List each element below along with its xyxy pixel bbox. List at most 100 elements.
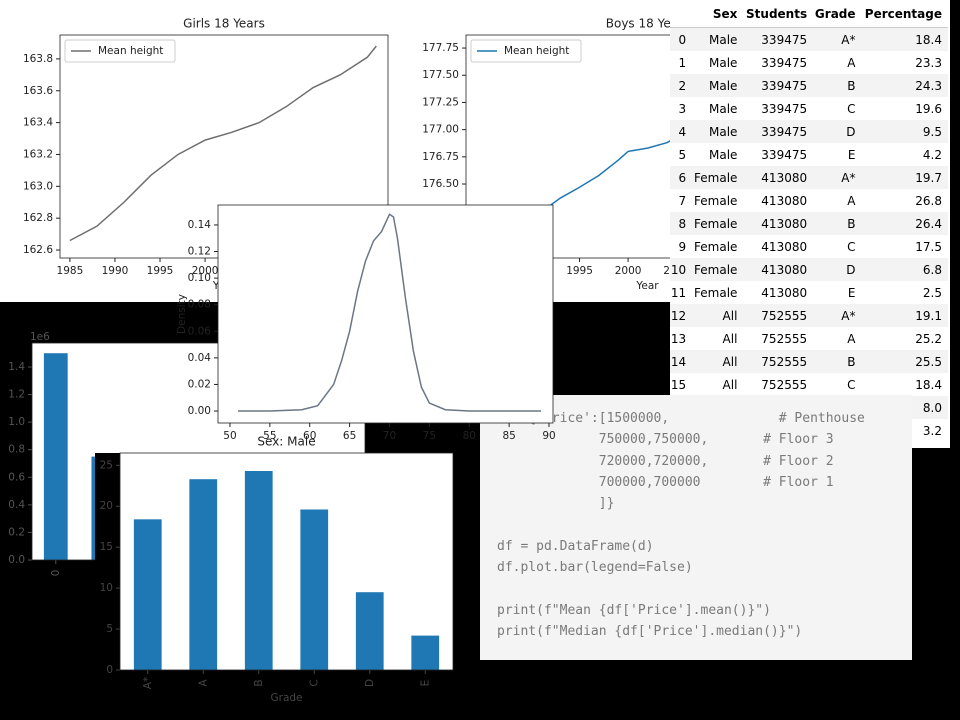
bar bbox=[133, 519, 162, 670]
table-cell: 19.7 bbox=[861, 166, 948, 189]
table-cell: 14 bbox=[670, 350, 693, 373]
y-tick-label: 176.50 bbox=[422, 178, 459, 190]
y-tick-label: 177.00 bbox=[422, 124, 459, 136]
table-cell: B bbox=[813, 74, 862, 97]
table-row: 7 Female 413080 A 26.8 bbox=[670, 189, 948, 212]
x-tick-label: B bbox=[253, 679, 265, 686]
y-tick-label: 5 bbox=[106, 623, 113, 635]
table-cell: 26.4 bbox=[861, 212, 948, 235]
table-cell: E bbox=[847, 147, 856, 162]
table-cell: E bbox=[847, 285, 856, 300]
table-cell: 413080 bbox=[743, 212, 814, 235]
legend-label: Mean height bbox=[98, 45, 163, 57]
table-cell: Male bbox=[708, 147, 738, 162]
table-cell: 413080 bbox=[761, 193, 808, 208]
y-tick-label: 1.2 bbox=[8, 389, 25, 401]
table-cell: A* bbox=[813, 27, 862, 51]
table-cell: 9 bbox=[678, 239, 687, 254]
table-cell: 752555 bbox=[761, 377, 808, 392]
table-cell: 23.3 bbox=[915, 55, 942, 70]
data-line bbox=[69, 45, 377, 242]
plot-marks bbox=[133, 471, 440, 670]
x-tick-label: 1985 bbox=[57, 265, 84, 277]
table-row: 12 All 752555 A* 19.1 bbox=[670, 304, 948, 327]
table-cell: 339475 bbox=[761, 55, 808, 70]
x-tick-label: 2000 bbox=[192, 265, 219, 277]
code-line: ]} bbox=[497, 496, 615, 512]
table-cell: 3 bbox=[678, 101, 687, 116]
y-tick-label: 0.08 bbox=[188, 299, 211, 311]
table-cell: 9.5 bbox=[861, 120, 948, 143]
table-row: 14 All 752555 B 25.5 bbox=[670, 350, 948, 373]
bar bbox=[411, 635, 440, 670]
plot-frame bbox=[119, 452, 454, 671]
table-cell: 15 bbox=[670, 377, 687, 392]
y-tick-label: 0 bbox=[106, 664, 113, 676]
x-tick-label: 50 bbox=[223, 430, 236, 442]
table-cell: 13 bbox=[670, 331, 687, 346]
table-row: 3 Male 339475 C 19.6 bbox=[670, 97, 948, 120]
table-cell: All bbox=[692, 350, 744, 373]
y-tick-label: 176.75 bbox=[422, 151, 459, 163]
y-tick-label: 25 bbox=[100, 459, 113, 471]
table-cell: 413080 bbox=[743, 166, 814, 189]
y-tick-label: 0.6 bbox=[8, 471, 25, 483]
table-row: 8 Female 413080 B 26.4 bbox=[670, 212, 948, 235]
table-cell: 19.6 bbox=[915, 101, 942, 116]
y-tick-label: 163.2 bbox=[23, 148, 53, 160]
chart-title: Boys 18 Years bbox=[606, 17, 689, 31]
y-axis-label: Density bbox=[176, 294, 188, 334]
table-row: 15 All 752555 C 18.4 bbox=[670, 373, 948, 396]
table-row: 9 Female 413080 C 17.5 bbox=[670, 235, 948, 258]
y-tick-label: 0.12 bbox=[188, 246, 211, 258]
x-tick-label: 2000 bbox=[615, 265, 642, 277]
y-tick-label: 177.75 bbox=[422, 42, 459, 54]
plot-frame bbox=[465, 34, 690, 259]
x-tick-label: D bbox=[364, 679, 376, 687]
data-table: Sex Students Grade Percentage 0 Male 339475 A* 1… bbox=[670, 0, 950, 448]
data-line bbox=[237, 213, 542, 412]
y-tick-label: 0.02 bbox=[188, 378, 211, 390]
chart-title: Girls 18 Years bbox=[183, 17, 265, 31]
y-tick-label: 0.04 bbox=[188, 352, 212, 364]
table-row: 1 Male 339475 A 23.3 bbox=[670, 51, 948, 74]
table-row: 13 All 752555 A 25.2 bbox=[670, 327, 948, 350]
table-row: 10 Female 413080 D 6.8 bbox=[670, 258, 948, 281]
header-row: Sex Students Grade Percentage bbox=[670, 0, 948, 28]
table-cell: Male bbox=[692, 120, 744, 143]
bar bbox=[189, 479, 218, 670]
x-tick-label: A* bbox=[142, 677, 154, 689]
table-cell: Female bbox=[694, 285, 738, 300]
table-cell: 18.4 bbox=[861, 27, 948, 51]
table-cell: A bbox=[847, 193, 856, 208]
plot-area bbox=[120, 453, 453, 670]
table-row: 6 Female 413080 A* 19.7 bbox=[670, 166, 948, 189]
plot-frame bbox=[217, 204, 554, 424]
y-tick-label: 0.14 bbox=[188, 219, 212, 231]
y-tick-label: 0.06 bbox=[188, 325, 212, 337]
table-cell: 8 bbox=[670, 212, 693, 235]
table-row: 0 Male 339475 A* 18.4 bbox=[670, 27, 948, 51]
x-tick-label: 75 bbox=[423, 430, 436, 442]
table-row: 11 Female 413080 E 2.5 bbox=[670, 281, 948, 304]
table-cell: 339475 bbox=[743, 27, 814, 51]
table-cell: A bbox=[847, 331, 856, 346]
x-tick-label: 90 bbox=[542, 430, 555, 442]
table-cell: 17.5 bbox=[915, 239, 942, 254]
y-tick-label: 1.0 bbox=[8, 416, 25, 428]
legend-box bbox=[64, 39, 176, 63]
table-cell: 18.4 bbox=[915, 377, 942, 392]
table-cell: 0 bbox=[670, 27, 693, 51]
table-cell: 752555 bbox=[761, 331, 808, 346]
table-cell: Female bbox=[692, 166, 744, 189]
table-cell: 2.5 bbox=[922, 285, 942, 300]
table-cell: Male bbox=[692, 74, 744, 97]
y-tick-label: 0.00 bbox=[188, 405, 211, 417]
table-cell: 339475 bbox=[743, 74, 814, 97]
y-tick-label: 0.4 bbox=[8, 499, 25, 511]
y-tick-label: 162.8 bbox=[23, 212, 53, 224]
chart: 0 5 10 15 20 25 A* A B C D E Sex: Male Grade bbox=[95, 435, 457, 704]
column-header: Grade bbox=[813, 0, 862, 28]
x-axis-label: Year bbox=[635, 280, 659, 292]
index-header bbox=[670, 0, 693, 28]
